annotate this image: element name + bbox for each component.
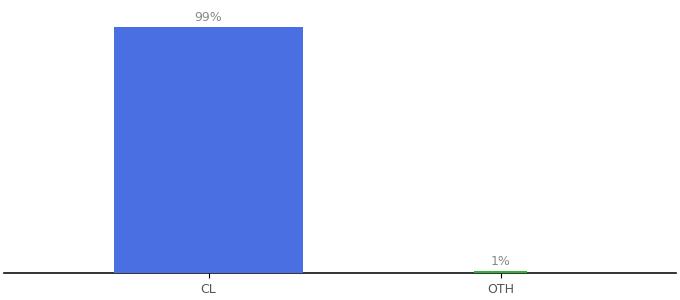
- Bar: [475, 271, 527, 273]
- Text: 1%: 1%: [491, 255, 511, 268]
- Bar: [114, 27, 303, 273]
- Text: 99%: 99%: [194, 11, 222, 24]
